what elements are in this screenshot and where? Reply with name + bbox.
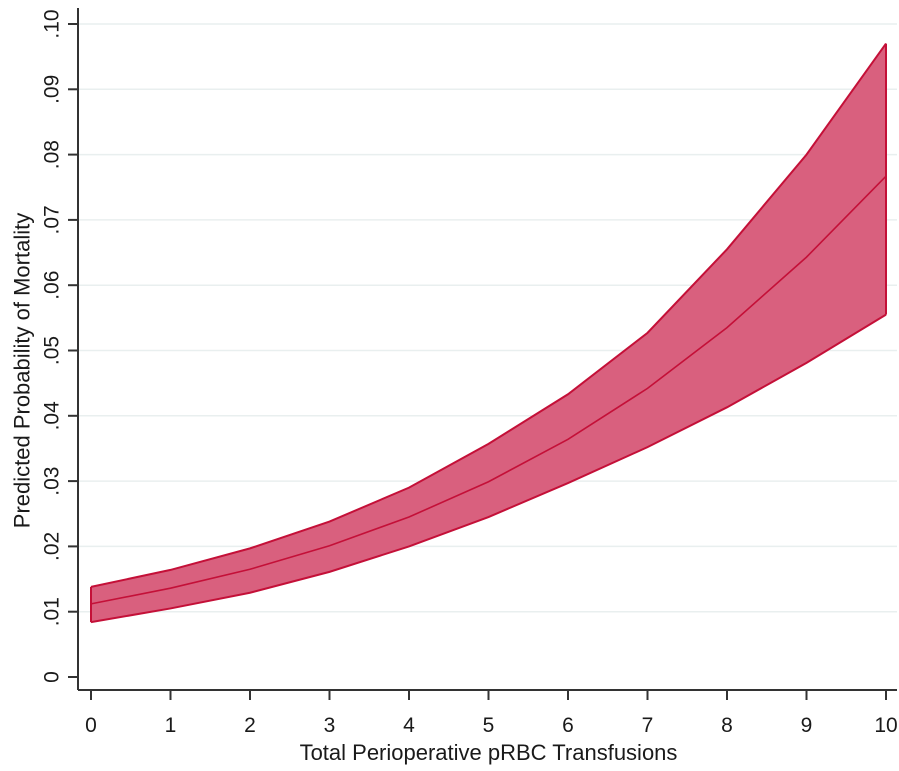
ci-lower-line xyxy=(90,313,887,624)
x-tick-label: 5 xyxy=(483,714,495,737)
y-tick-label: .04 xyxy=(41,401,64,431)
y-tick-label: .02 xyxy=(41,532,64,561)
y-tick-label: .09 xyxy=(41,75,64,104)
confidence-band xyxy=(90,43,887,624)
x-tick-label: 1 xyxy=(165,714,177,737)
axes xyxy=(68,8,897,700)
x-tick-label: 8 xyxy=(721,714,733,737)
y-tick-label: .06 xyxy=(41,271,64,300)
y-tick-label: .10 xyxy=(41,9,64,38)
prediction-line-group xyxy=(90,175,887,605)
x-tick-label: 10 xyxy=(874,714,897,737)
y-axis-title: Predicted Probability of Mortality xyxy=(10,213,35,528)
y-tick-label: .05 xyxy=(41,336,64,365)
x-tick-label: 0 xyxy=(85,714,97,737)
gridlines xyxy=(78,23,897,613)
y-tick-label: .01 xyxy=(41,597,64,626)
y-tick-label: .07 xyxy=(41,205,64,234)
ci-upper-line xyxy=(90,43,887,588)
x-tick-label: 6 xyxy=(562,714,574,737)
x-tick-label: 4 xyxy=(403,714,415,737)
y-tick-label: .03 xyxy=(41,466,64,495)
y-tick-label: 0 xyxy=(41,671,64,683)
ci-band-area xyxy=(91,43,886,623)
x-tick-label: 2 xyxy=(244,714,256,737)
x-tick-label: 3 xyxy=(324,714,336,737)
y-tick-label: .08 xyxy=(41,140,64,169)
x-tick-label: 7 xyxy=(642,714,654,737)
x-tick-label: 9 xyxy=(801,714,813,737)
x-axis-title: Total Perioperative pRBC Transfusions xyxy=(300,740,678,765)
prediction-line xyxy=(90,175,887,605)
tick-labels: 0 .01 .02 .03 .04 .05 .06 .07 .08 .09 .10 0 1 2 3 4 5 6 7 8… xyxy=(41,9,898,737)
